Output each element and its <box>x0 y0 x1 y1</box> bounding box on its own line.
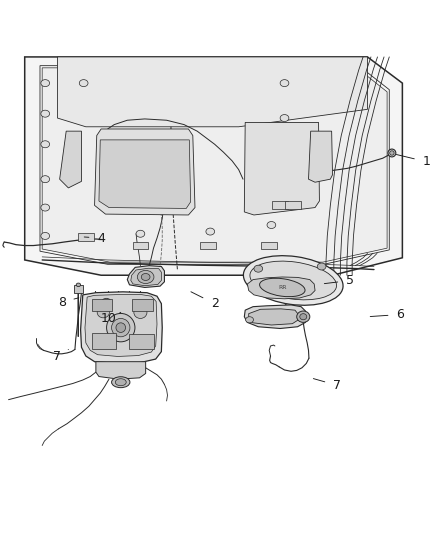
Ellipse shape <box>116 323 126 333</box>
Ellipse shape <box>254 265 263 272</box>
Ellipse shape <box>297 311 310 322</box>
Ellipse shape <box>246 317 254 323</box>
Ellipse shape <box>206 228 215 235</box>
FancyBboxPatch shape <box>200 241 216 249</box>
Ellipse shape <box>317 263 326 270</box>
Polygon shape <box>57 57 367 127</box>
Ellipse shape <box>106 313 135 342</box>
Ellipse shape <box>115 379 126 386</box>
Polygon shape <box>60 131 81 188</box>
Ellipse shape <box>79 79 88 87</box>
Text: 4: 4 <box>84 232 105 245</box>
Ellipse shape <box>136 230 145 237</box>
Ellipse shape <box>280 79 289 87</box>
Ellipse shape <box>112 318 130 337</box>
Polygon shape <box>127 265 164 287</box>
FancyBboxPatch shape <box>133 241 148 249</box>
Ellipse shape <box>250 261 336 300</box>
Ellipse shape <box>244 256 343 305</box>
Polygon shape <box>85 294 157 357</box>
Ellipse shape <box>76 283 81 287</box>
FancyBboxPatch shape <box>132 299 152 311</box>
Text: 7: 7 <box>53 350 68 362</box>
FancyBboxPatch shape <box>92 333 117 350</box>
Ellipse shape <box>97 307 110 318</box>
Polygon shape <box>81 292 162 364</box>
FancyBboxPatch shape <box>74 285 83 293</box>
FancyBboxPatch shape <box>78 233 94 241</box>
Ellipse shape <box>280 115 289 122</box>
Text: 7: 7 <box>313 378 341 392</box>
Polygon shape <box>95 129 195 215</box>
Polygon shape <box>96 362 146 379</box>
Ellipse shape <box>138 270 154 284</box>
FancyBboxPatch shape <box>92 299 113 311</box>
FancyBboxPatch shape <box>286 201 301 209</box>
Ellipse shape <box>390 151 394 155</box>
FancyBboxPatch shape <box>130 334 153 350</box>
Ellipse shape <box>41 79 49 87</box>
Ellipse shape <box>300 313 307 320</box>
Text: 2: 2 <box>191 292 219 310</box>
Ellipse shape <box>141 273 150 280</box>
Ellipse shape <box>267 222 276 229</box>
Polygon shape <box>247 277 315 299</box>
Text: 1: 1 <box>396 155 430 168</box>
Ellipse shape <box>41 204 49 211</box>
FancyBboxPatch shape <box>261 241 277 249</box>
Ellipse shape <box>134 306 147 318</box>
Text: 5: 5 <box>325 274 354 287</box>
Polygon shape <box>249 309 298 325</box>
Polygon shape <box>25 57 403 275</box>
Ellipse shape <box>112 377 130 387</box>
Polygon shape <box>308 131 332 182</box>
Ellipse shape <box>41 110 49 117</box>
Ellipse shape <box>260 278 305 297</box>
Text: 8: 8 <box>58 296 79 309</box>
Ellipse shape <box>41 141 49 148</box>
Polygon shape <box>99 140 191 208</box>
Text: RR: RR <box>278 285 286 290</box>
Ellipse shape <box>41 232 49 239</box>
FancyBboxPatch shape <box>272 201 288 209</box>
Text: 6: 6 <box>370 308 404 321</box>
Polygon shape <box>131 268 161 286</box>
Polygon shape <box>42 68 387 262</box>
Ellipse shape <box>388 149 396 157</box>
Polygon shape <box>244 305 306 328</box>
Ellipse shape <box>41 176 49 183</box>
Polygon shape <box>244 123 319 215</box>
Text: 10: 10 <box>101 312 121 325</box>
